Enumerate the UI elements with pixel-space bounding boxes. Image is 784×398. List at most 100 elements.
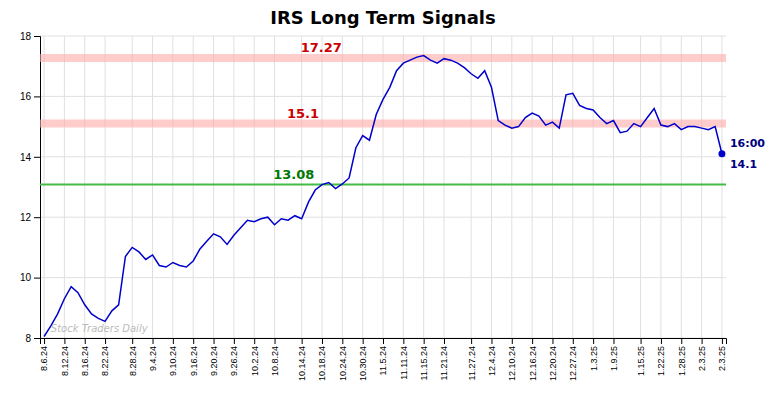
- tick: 12.10.24: [507, 338, 517, 381]
- grid-line: [721, 36, 722, 338]
- tick-label: 10.8.24: [270, 346, 280, 376]
- tick-label: 11.27.24: [467, 346, 477, 380]
- axis-line: [34, 37, 41, 339]
- tick-label: 10: [20, 272, 32, 283]
- tick-mark: [105, 338, 106, 344]
- tick-label: 8.22.24: [100, 346, 110, 376]
- tick-label: 9.20.24: [209, 346, 219, 376]
- grid-line: [44, 36, 45, 338]
- grid-line: [172, 36, 173, 338]
- tick-mark: [613, 338, 614, 344]
- tick-mark: [214, 338, 215, 344]
- tick: 12.16.24: [528, 338, 538, 381]
- tick-label: 10.30.24: [358, 346, 368, 381]
- tick-mark: [34, 338, 40, 339]
- tick: 11.5.24: [378, 338, 388, 375]
- tick: 10.8.24: [270, 338, 280, 376]
- tick-mark: [444, 338, 445, 344]
- tick: 8: [25, 333, 40, 344]
- grid-line: [254, 36, 255, 338]
- tick-label: 11.21.24: [439, 346, 449, 380]
- grid-line: [552, 36, 553, 338]
- tick: 1.28.25: [677, 338, 687, 376]
- grid-line: [701, 36, 702, 338]
- end-point: [718, 150, 725, 157]
- grid-line: [362, 36, 363, 338]
- grid-line: [613, 36, 614, 338]
- grid-line: [193, 36, 194, 338]
- tick-label: 18: [20, 31, 32, 42]
- tick: 2.3.25: [697, 338, 707, 371]
- grid-line: [233, 36, 234, 338]
- grid-line: [274, 36, 275, 338]
- reference-line: [40, 184, 726, 186]
- tick: 10.18.24: [317, 338, 327, 381]
- end-label: 16:00: [730, 137, 765, 150]
- tick: 8.16.24: [80, 338, 90, 376]
- tick: 11.11.24: [399, 338, 409, 380]
- grid-line: [532, 36, 533, 338]
- reference-line: [40, 120, 726, 128]
- tick-mark: [722, 338, 723, 344]
- grid-line: [403, 36, 404, 338]
- tick-mark: [322, 338, 323, 344]
- tick: 12.20.24: [548, 338, 558, 381]
- grid-line: [84, 36, 85, 338]
- tick-mark: [64, 338, 65, 344]
- tick: 8.12.24: [60, 338, 70, 376]
- tick-mark: [424, 338, 425, 344]
- x-axis: 8.6.24 8.12.24 8.16.24 8.22.24 8.28.24 9.4.24…: [39, 338, 727, 381]
- chart: 8.6.24 8.12.24 8.16.24 8.22.24 8.28.24 9.4.24…: [0, 0, 784, 398]
- tick-label: 2.3.25: [717, 346, 727, 371]
- tick: 12: [20, 212, 40, 223]
- tick: 11.15.24: [419, 338, 429, 380]
- tick-label: 9.4.24: [148, 346, 158, 371]
- grid-line: [681, 36, 682, 338]
- tick-mark: [34, 36, 40, 37]
- tick-label: 12: [20, 212, 32, 223]
- axis-line: [41, 339, 727, 345]
- tick-mark: [532, 338, 533, 344]
- tick-mark: [641, 338, 642, 344]
- grid-line: [64, 36, 65, 338]
- tick-label: 8.6.24: [39, 346, 49, 371]
- tick-mark: [573, 338, 574, 344]
- tick-mark: [234, 338, 235, 344]
- grid-line: [213, 36, 214, 338]
- tick: 10.30.24: [358, 338, 368, 381]
- tick-mark: [275, 338, 276, 344]
- tick-mark: [593, 338, 594, 344]
- tick-mark: [342, 338, 343, 344]
- tick: 18: [20, 31, 40, 42]
- tick-mark: [132, 338, 133, 344]
- grid-line: [152, 36, 153, 338]
- tick-label: 12.27.24: [568, 346, 578, 381]
- grid-line: [423, 36, 424, 338]
- tick: 2.3.25: [717, 338, 727, 371]
- tick: 12.27.24: [568, 338, 578, 381]
- tick: 16: [20, 91, 40, 102]
- reference-line: [40, 54, 726, 62]
- tick-label: 12.16.24: [528, 346, 538, 381]
- tick-label: 8.28.24: [128, 346, 138, 376]
- tick-mark: [302, 338, 303, 344]
- tick-label: 10.18.24: [317, 346, 327, 381]
- tick: 10: [20, 272, 40, 283]
- tick-mark: [403, 338, 404, 344]
- tick-label: 9.26.24: [229, 346, 239, 376]
- tick-label: 1.9.25: [609, 346, 619, 371]
- tick-mark: [173, 338, 174, 344]
- tick-label: 8: [25, 333, 31, 344]
- tick-label: 12.10.24: [507, 346, 517, 381]
- tick-label: 10.24.24: [338, 346, 348, 381]
- tick-label: 1.22.25: [656, 346, 666, 376]
- tick-mark: [34, 96, 40, 97]
- tick-label: 2.3.25: [697, 346, 707, 371]
- tick-mark: [661, 338, 662, 344]
- reference-label: 17.27: [301, 40, 342, 55]
- reference-label: 13.08: [273, 167, 314, 182]
- tick: 8.28.24: [128, 338, 138, 376]
- tick-label: 11.11.24: [399, 346, 409, 380]
- tick-mark: [34, 217, 40, 218]
- tick-mark: [193, 338, 194, 344]
